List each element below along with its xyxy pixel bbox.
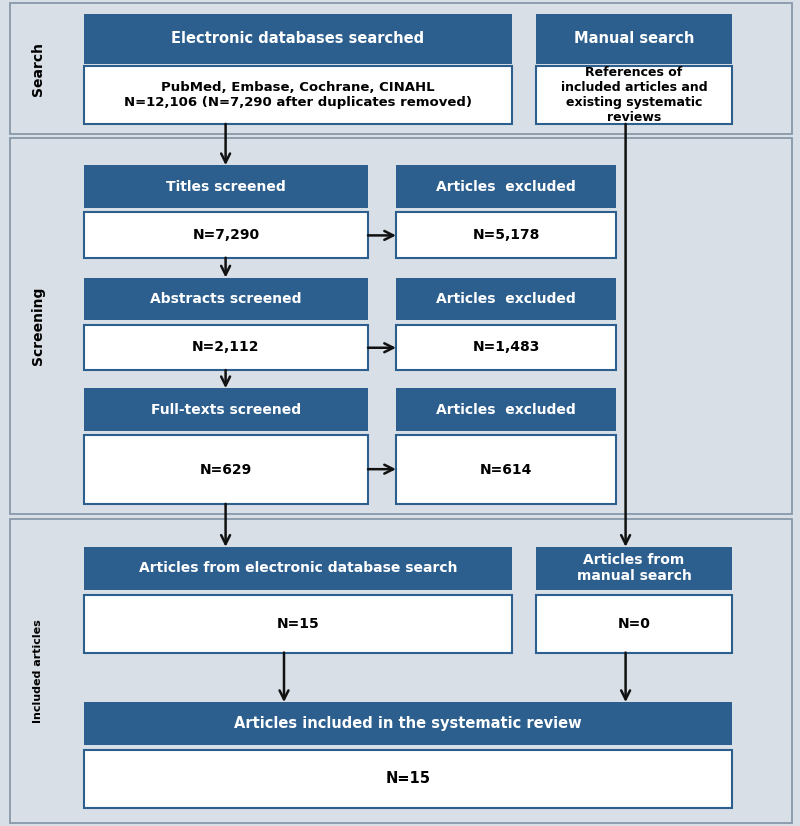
FancyBboxPatch shape [84,547,512,590]
Text: Search: Search [31,41,46,96]
Text: Articles  excluded: Articles excluded [436,403,576,416]
Text: N=1,483: N=1,483 [472,340,540,354]
FancyBboxPatch shape [10,3,792,134]
FancyBboxPatch shape [396,278,616,320]
FancyBboxPatch shape [536,547,732,590]
Text: References of
included articles and
existing systematic
reviews: References of included articles and exis… [561,66,707,124]
Text: Electronic databases searched: Electronic databases searched [171,31,425,46]
Text: N=5,178: N=5,178 [472,228,540,242]
Text: N=7,290: N=7,290 [193,228,259,242]
FancyBboxPatch shape [84,595,512,653]
FancyBboxPatch shape [84,66,512,124]
FancyBboxPatch shape [396,212,616,258]
FancyBboxPatch shape [536,66,732,124]
Text: N=629: N=629 [200,463,252,477]
FancyBboxPatch shape [84,278,368,320]
Text: Articles included in the systematic review: Articles included in the systematic revi… [234,716,582,731]
FancyBboxPatch shape [84,165,368,208]
Text: Included articles: Included articles [34,619,43,723]
FancyBboxPatch shape [536,595,732,653]
Text: Titles screened: Titles screened [166,180,286,193]
FancyBboxPatch shape [10,519,792,823]
FancyBboxPatch shape [84,750,732,808]
FancyBboxPatch shape [10,138,792,514]
Text: Articles  excluded: Articles excluded [436,292,576,306]
FancyBboxPatch shape [84,212,368,258]
Text: Full-texts screened: Full-texts screened [151,403,301,416]
Text: Articles from electronic database search: Articles from electronic database search [138,562,458,575]
Text: N=15: N=15 [277,617,319,630]
Text: Articles  excluded: Articles excluded [436,180,576,193]
FancyBboxPatch shape [396,435,616,504]
Text: PubMed, Embase, Cochrane, CINAHL
N=12,106 (N=7,290 after duplicates removed): PubMed, Embase, Cochrane, CINAHL N=12,10… [124,81,472,109]
FancyBboxPatch shape [84,14,512,64]
FancyBboxPatch shape [396,388,616,431]
FancyBboxPatch shape [84,435,368,504]
FancyBboxPatch shape [396,165,616,208]
FancyBboxPatch shape [84,702,732,745]
Text: N=614: N=614 [480,463,532,477]
Text: N=2,112: N=2,112 [192,340,260,354]
FancyBboxPatch shape [396,325,616,370]
FancyBboxPatch shape [536,14,732,64]
Text: Screening: Screening [31,287,46,365]
FancyBboxPatch shape [84,325,368,370]
Text: Manual search: Manual search [574,31,694,46]
Text: Articles from
manual search: Articles from manual search [577,553,691,583]
FancyBboxPatch shape [84,388,368,431]
Text: Abstracts screened: Abstracts screened [150,292,302,306]
Text: N=15: N=15 [386,771,430,786]
Text: N=0: N=0 [618,617,650,630]
